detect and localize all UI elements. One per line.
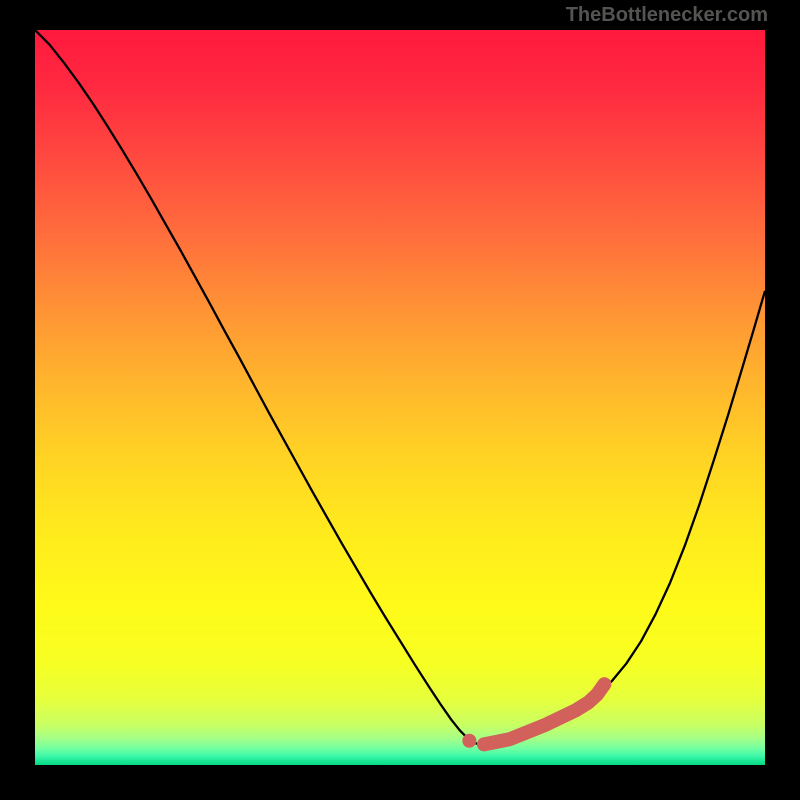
highlight-dot	[462, 734, 476, 748]
bottleneck-chart	[35, 30, 765, 765]
attribution-text: TheBottlenecker.com	[566, 4, 768, 27]
plot-background	[35, 30, 765, 765]
page-root: TheBottlenecker.com	[0, 0, 800, 800]
